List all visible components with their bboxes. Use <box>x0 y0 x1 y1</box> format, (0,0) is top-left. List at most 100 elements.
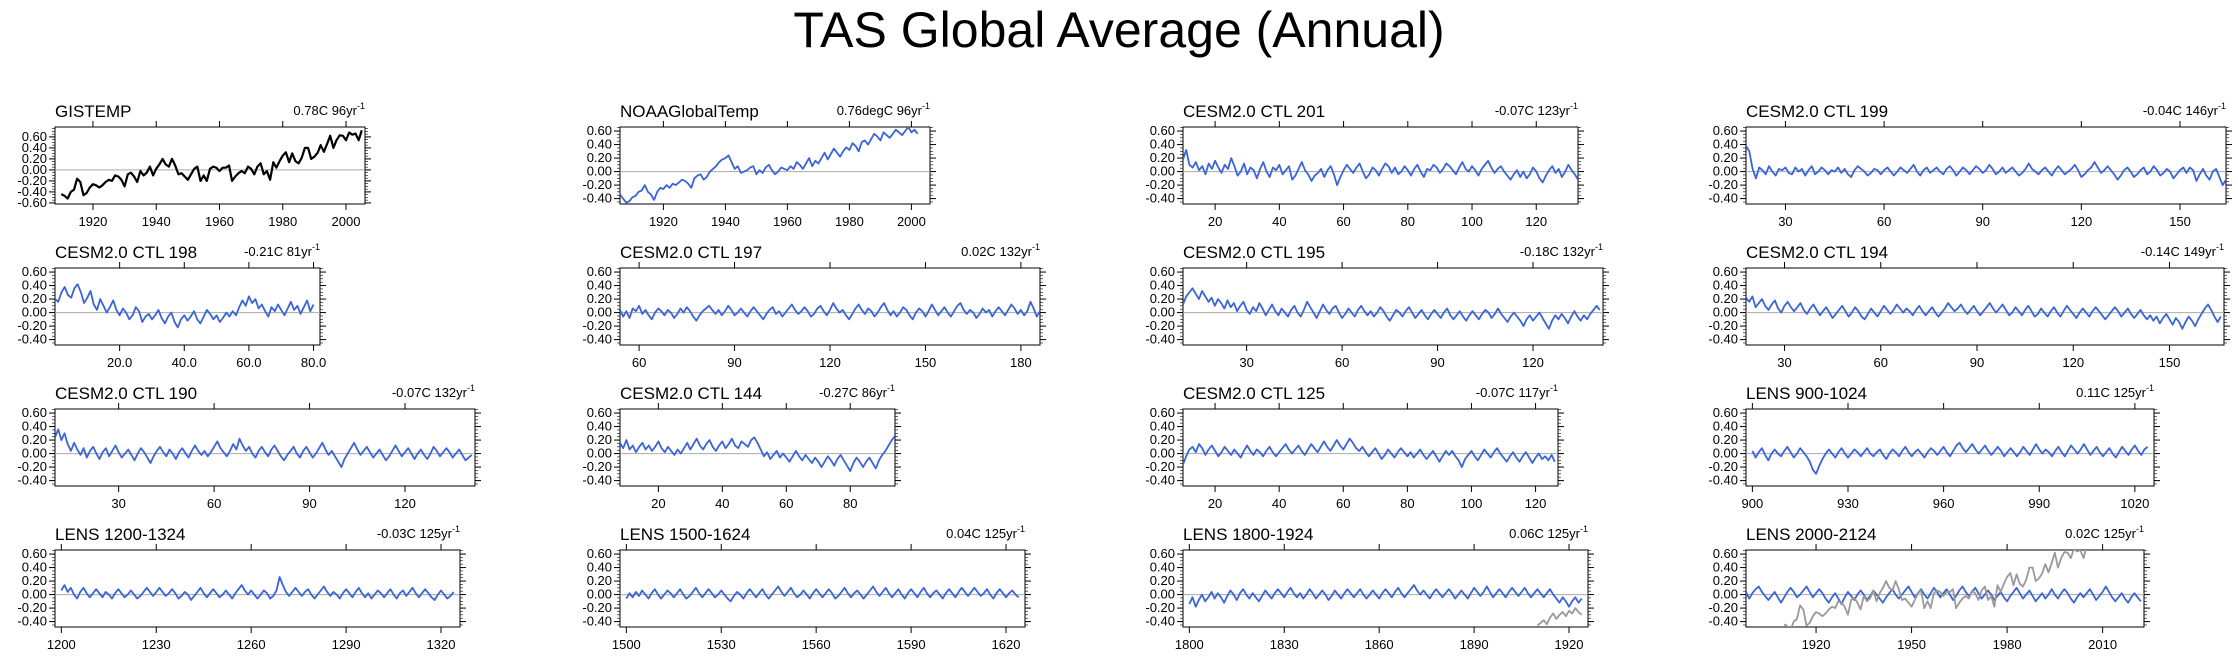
trend-label: -0.07C 117yr-1 <box>1476 383 1558 400</box>
panel-title: CESM2.0 CTL 198 <box>55 243 197 262</box>
y-tick-label: 0.60 <box>587 405 612 420</box>
y-tick-label: -0.40 <box>1708 473 1738 488</box>
plot-frame <box>54 549 461 628</box>
y-tick-label: -0.20 <box>1708 318 1738 333</box>
series-line-overlay <box>1783 550 2087 627</box>
y-tick-label: 0.40 <box>22 560 47 575</box>
x-tick-label: 1920 <box>649 214 678 229</box>
y-tick-label: -0.60 <box>17 195 47 210</box>
series-line-model <box>620 435 895 473</box>
x-tick-label: 120 <box>2062 355 2084 370</box>
trend-exponent: -1 <box>1550 383 1558 393</box>
plot-frame <box>619 126 931 205</box>
y-tick-label: 0.20 <box>1150 573 1175 588</box>
y-tick-label: -0.40 <box>17 184 47 199</box>
y-tick-label: 0.60 <box>1713 264 1738 279</box>
y-tick-label: -0.40 <box>582 191 612 206</box>
x-tick-label: 60 <box>1874 355 1888 370</box>
y-tick-label: 0.40 <box>22 278 47 293</box>
y-tick-label: 0.40 <box>1713 560 1738 575</box>
trend-label: 0.02C 125yr-1 <box>2065 524 2144 541</box>
y-tick-label: 0.60 <box>22 264 47 279</box>
panel-ctl125: 0.600.400.200.00-0.20-0.40 20 40 60 80 100 120… <box>1145 383 1564 511</box>
panel-ctl197: 0.600.400.200.00-0.20-0.40 60 90 120 150 180 C… <box>582 242 1046 370</box>
x-tick-label: 90 <box>1970 355 1984 370</box>
y-tick-label: 0.00 <box>587 164 612 179</box>
series-line-model <box>1183 437 1556 469</box>
y-tick-label: 0.20 <box>22 573 47 588</box>
x-tick-label: 60 <box>1877 214 1891 229</box>
x-tick-label: 1230 <box>142 637 171 652</box>
trend-label: 0.06C 125yr-1 <box>1509 524 1588 541</box>
y-tick-label: 0.00 <box>1713 164 1738 179</box>
y-tick-label: -0.40 <box>1708 614 1738 629</box>
trend-text: 0.76degC 96yr <box>837 103 923 118</box>
x-tick-label: 60.0 <box>236 355 261 370</box>
x-tick-label: 20 <box>1208 496 1222 511</box>
y-tick-label: -0.20 <box>1708 600 1738 615</box>
trend-label: -0.07C 132yr-1 <box>392 383 475 400</box>
trend-text: -0.07C 123yr <box>1495 103 1571 118</box>
x-tick-label: 30 <box>111 496 125 511</box>
y-tick-label: 0.40 <box>1150 560 1175 575</box>
trend-exponent: -1 <box>1570 101 1578 111</box>
y-tick-label: 0.60 <box>1713 123 1738 138</box>
trend-exponent: -1 <box>357 101 365 111</box>
x-tick-label: 1200 <box>47 637 76 652</box>
trend-exponent: -1 <box>2136 524 2144 534</box>
x-tick-label: 1940 <box>142 214 171 229</box>
y-tick-label: 0.00 <box>1713 587 1738 602</box>
y-tick-label: 0.00 <box>1150 587 1175 602</box>
panel-title: LENS 2000-2124 <box>1746 525 1876 544</box>
y-tick-label: -0.20 <box>1145 177 1175 192</box>
plot-frame <box>1745 267 2225 346</box>
y-tick-label: -0.20 <box>582 177 612 192</box>
panel-title: CESM2.0 CTL 144 <box>620 384 762 403</box>
y-tick-label: 0.20 <box>587 573 612 588</box>
y-tick-label: -0.40 <box>582 614 612 629</box>
panel-ctl195: 0.600.400.200.00-0.20-0.40 30 60 90 120 CESM2… <box>1145 242 1609 370</box>
panel-ctl190: 0.600.400.200.00-0.20-0.40 30 60 90 120 CESM2… <box>17 383 481 511</box>
trend-exponent: -1 <box>452 524 460 534</box>
y-tick-label: 0.00 <box>587 305 612 320</box>
y-tick-label: -0.20 <box>1145 318 1175 333</box>
y-tick-label: -0.20 <box>17 318 47 333</box>
trend-label: -0.27C 86yr-1 <box>819 383 895 400</box>
y-tick-label: -0.20 <box>17 600 47 615</box>
y-tick-label: 0.20 <box>1150 150 1175 165</box>
panel-title: CESM2.0 CTL 194 <box>1746 243 1888 262</box>
panel-title: CESM2.0 CTL 197 <box>620 243 762 262</box>
trend-text: 0.04C 125yr <box>946 526 1017 541</box>
panel-title: LENS 1200-1324 <box>55 525 185 544</box>
panel-ctl144: 0.600.400.200.00-0.20-0.40 20 40 60 80 CESM2.… <box>582 383 901 511</box>
y-tick-label: 0.40 <box>1150 278 1175 293</box>
series-line-model <box>1746 585 2142 605</box>
x-tick-label: 60 <box>1336 214 1350 229</box>
y-tick-label: -0.40 <box>17 614 47 629</box>
x-tick-label: 80 <box>1400 496 1414 511</box>
panel-title: CESM2.0 CTL 201 <box>1183 102 1325 121</box>
x-tick-label: 2000 <box>332 214 361 229</box>
trend-text: -0.03C 125yr <box>377 526 453 541</box>
y-tick-label: 0.60 <box>22 546 47 561</box>
x-tick-label: 60 <box>632 355 646 370</box>
trend-label: -0.21C 81yr-1 <box>244 242 320 259</box>
x-tick-label: 120 <box>819 355 841 370</box>
trend-text: 0.02C 125yr <box>2065 526 2136 541</box>
x-tick-label: 30 <box>1778 214 1792 229</box>
trend-text: -0.27C 86yr <box>819 385 888 400</box>
x-tick-label: 20 <box>651 496 665 511</box>
panel-lens2000: 0.600.400.200.00-0.20-0.40 1920 1950 1980 20… <box>1708 524 2150 652</box>
plot-frame <box>1182 549 1589 628</box>
y-tick-label: -0.20 <box>582 459 612 474</box>
y-tick-label: 0.40 <box>587 278 612 293</box>
x-tick-label: 900 <box>1742 496 1764 511</box>
series-line-model <box>1183 149 1578 187</box>
x-tick-label: 1500 <box>612 637 641 652</box>
y-tick-label: 0.60 <box>1150 546 1175 561</box>
y-tick-label: 0.60 <box>1713 546 1738 561</box>
trend-exponent: -1 <box>312 242 320 252</box>
plot-frame <box>619 408 896 487</box>
x-tick-label: 1960 <box>773 214 802 229</box>
